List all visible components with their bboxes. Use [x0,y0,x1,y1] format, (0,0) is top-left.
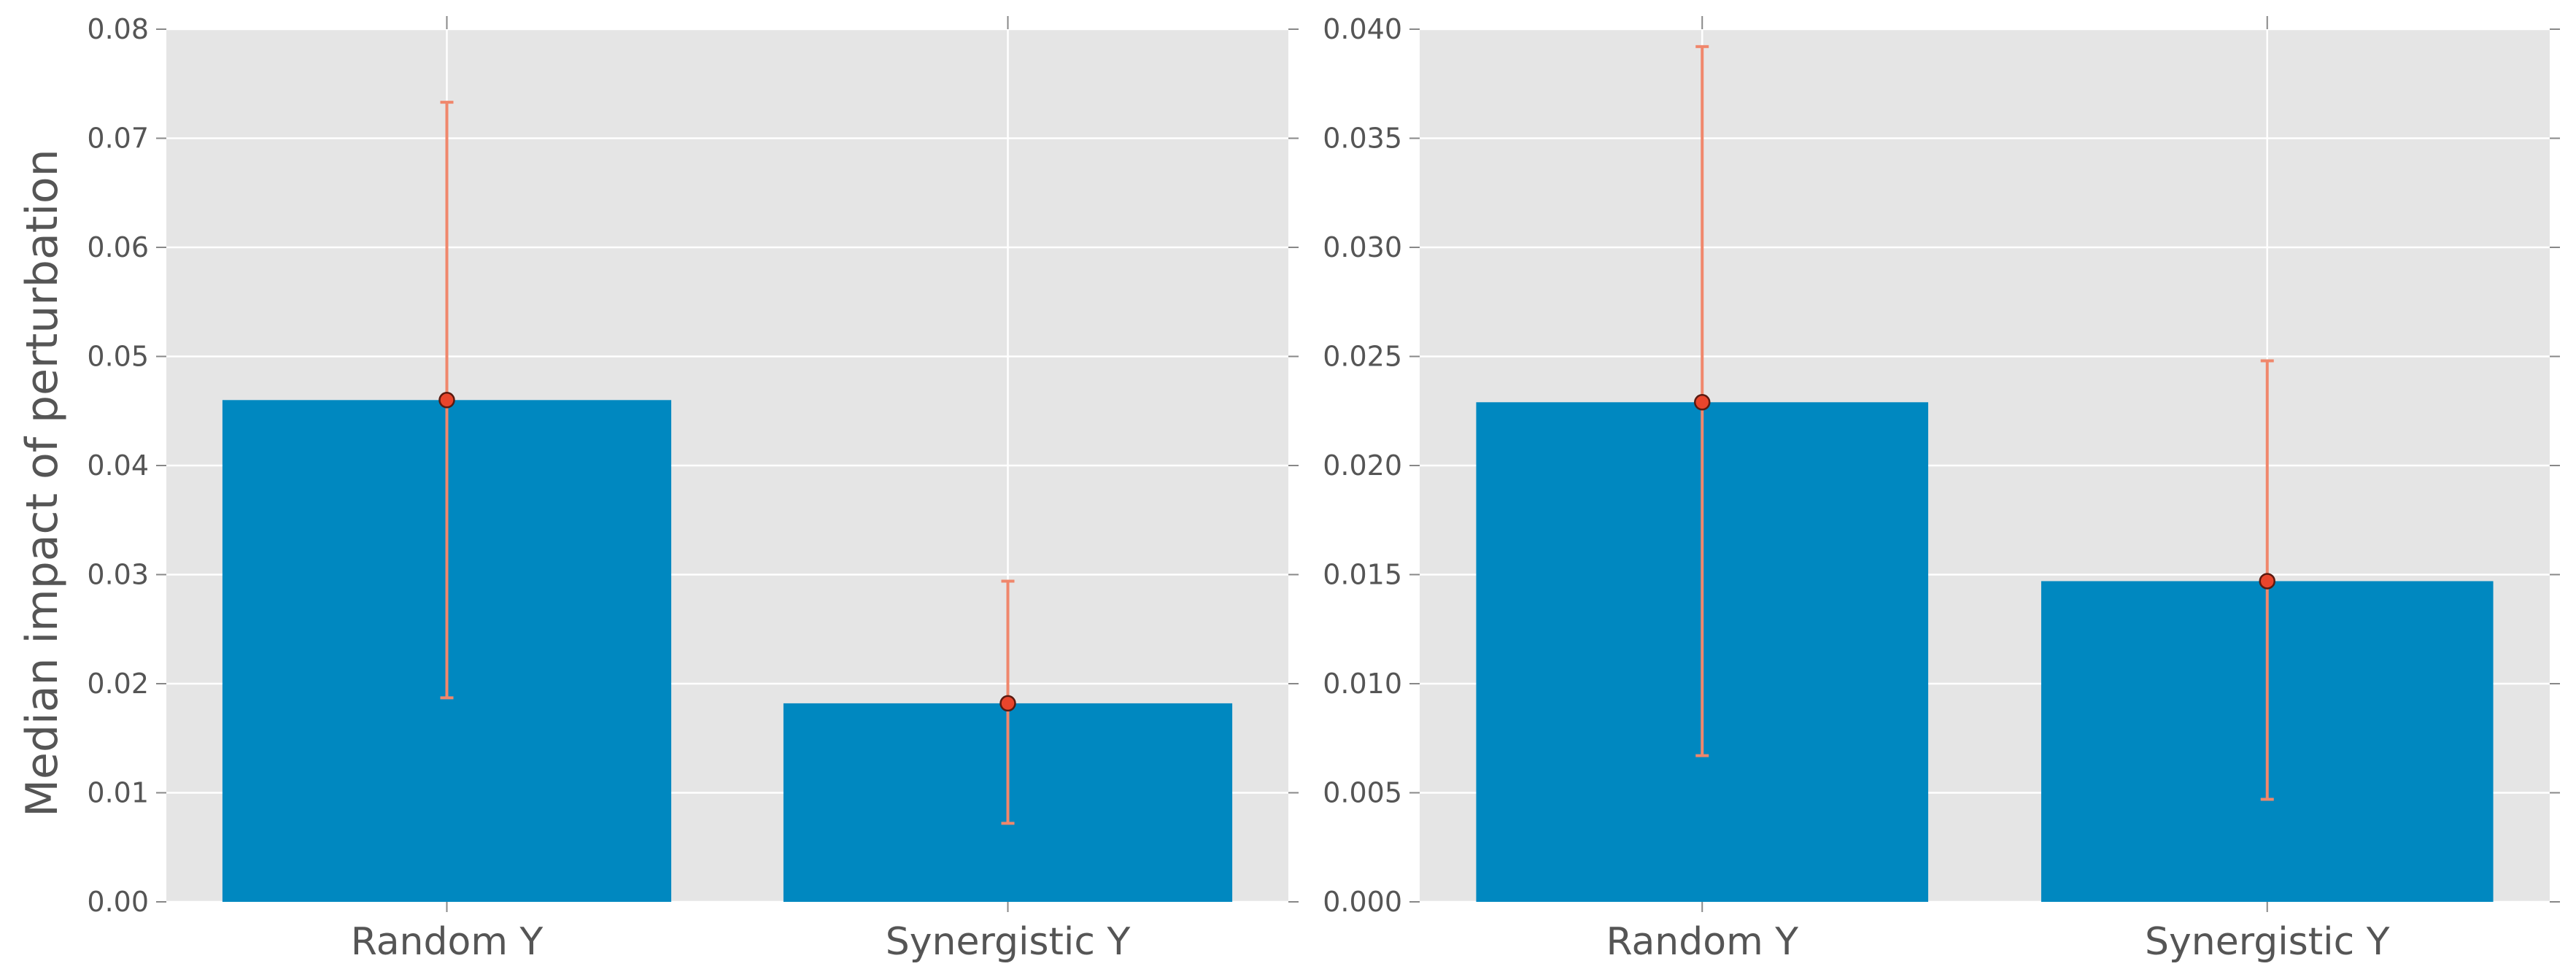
y-tick-label: 0.08 [87,13,149,45]
y-tick-label: 0.020 [1323,449,1402,482]
y-tick-label: 0.000 [1323,886,1402,918]
median-marker [999,695,1016,712]
y-tick-label: 0.04 [87,449,149,482]
median-marker [438,392,455,409]
y-tick-label: 0.030 [1323,231,1402,263]
y-tick-label: 0.025 [1323,341,1402,373]
y-tick-label: 0.03 [87,559,149,591]
y-tick-label: 0.01 [87,777,149,809]
y-ticks: 0.00 0.01 0.02 0.03 0.04 0.05 0.06 0.07 0.08 [87,13,1299,918]
error-bars [438,101,1016,825]
y-ticks: 0.000 0.005 0.010 0.015 0.020 0.025 0.030 0.035… [1323,13,2560,918]
x-ticks: Random Y Synergistic Y [1606,16,2390,964]
median-marker [1694,394,1711,411]
y-axis-label: Median impact of perturbation [17,149,68,816]
y-tick-label: 0.07 [87,123,149,155]
chart-panel-left: 0.00 0.01 0.02 0.03 0.04 0.05 0.06 0.07 0.08 Ran… [87,13,1299,964]
y-tick-label: 0.06 [87,231,149,263]
x-tick-label: Random Y [351,920,544,964]
y-tick-label: 0.015 [1323,559,1402,591]
y-tick-label: 0.02 [87,668,149,700]
y-tick-label: 0.010 [1323,668,1402,700]
x-tick-label: Random Y [1606,920,1798,964]
y-tick-label: 0.05 [87,341,149,373]
x-tick-label: Synergistic Y [886,920,1131,964]
chart-panel-right: 0.000 0.005 0.010 0.015 0.020 0.025 0.030 0.035… [1323,13,2560,964]
median-marker [2259,573,2275,590]
y-tick-label: 0.005 [1323,777,1402,809]
y-tick-label: 0.035 [1323,123,1402,155]
x-tick-label: Synergistic Y [2145,920,2390,964]
x-ticks: Random Y Synergistic Y [351,16,1131,964]
y-tick-label: 0.00 [87,886,149,918]
y-tick-label: 0.040 [1323,13,1402,45]
error-bars [1694,45,2275,801]
